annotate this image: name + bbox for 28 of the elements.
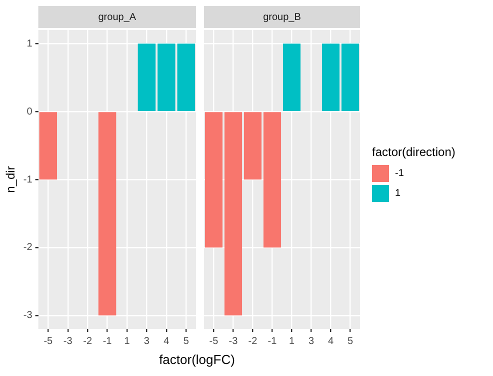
y-tick-label: 0	[26, 106, 33, 118]
y-tick-label: 1	[26, 38, 33, 50]
y-tick-label: -3	[23, 310, 33, 322]
x-tick-label: -1	[268, 336, 278, 347]
chart-title: group_A	[98, 12, 136, 23]
legend-label: 1	[395, 188, 401, 199]
y-tick-label: -1	[23, 174, 33, 186]
x-tick-label: -1	[102, 336, 112, 347]
x-tick-label: 5	[183, 336, 190, 347]
legend-label: -1	[395, 168, 404, 179]
x-tick-label: 3	[308, 336, 314, 347]
legend-title: factor(direction)	[372, 145, 456, 159]
x-tick-label: -3	[228, 336, 238, 347]
x-tick-label: 3	[144, 336, 150, 347]
x-tick-label: 4	[328, 336, 334, 347]
y-axis-title: n_dir	[4, 166, 18, 193]
x-tick-label: 4	[164, 336, 170, 347]
x-tick-label: -5	[209, 336, 219, 347]
x-tick-label: 1	[288, 336, 295, 347]
chart-title: group_B	[263, 12, 302, 23]
x-tick-label: 5	[347, 336, 354, 347]
x-tick-label: 1	[124, 336, 130, 347]
x-tick-label: -5	[44, 336, 54, 347]
x-axis-title: factor(logFC)	[158, 352, 236, 367]
x-tick-label: -2	[83, 336, 92, 347]
x-tick-label: -2	[248, 336, 258, 347]
y-tick-label: -2	[23, 242, 33, 254]
x-tick-label: -3	[63, 336, 73, 347]
